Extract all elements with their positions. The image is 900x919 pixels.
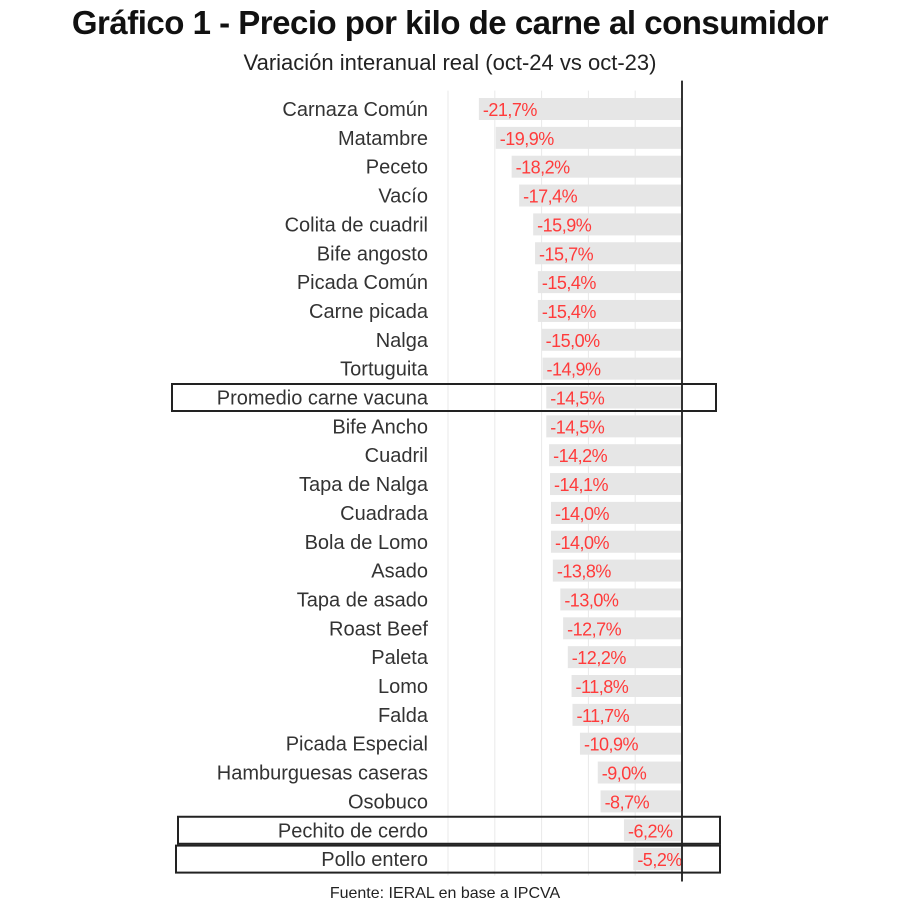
value-label: -14,5% xyxy=(550,417,605,437)
category-label: Osobuco xyxy=(348,791,428,813)
bar xyxy=(571,675,682,697)
category-label: Picada Común xyxy=(297,272,428,294)
bar xyxy=(567,646,682,669)
bar xyxy=(542,357,682,380)
value-label: -15,9% xyxy=(537,215,592,235)
value-label: -6,2% xyxy=(628,821,673,841)
category-label: Promedio carne vacuna xyxy=(217,388,429,410)
bar xyxy=(579,732,682,755)
bar xyxy=(552,559,682,582)
value-label: -19,9% xyxy=(500,129,555,149)
bar xyxy=(563,617,682,640)
category-label: Cuadril xyxy=(365,445,428,467)
value-label: -8,7% xyxy=(605,792,650,812)
value-label: -10,9% xyxy=(584,735,639,755)
category-label: Peceto xyxy=(366,157,428,179)
bar xyxy=(597,761,682,784)
category-label: Tapa de asado xyxy=(297,589,428,611)
chart-subtitle: Variación interanual real (oct-24 vs oct… xyxy=(243,50,657,75)
source-note: Fuente: IERAL en base a IPCVA xyxy=(329,885,561,902)
value-label: -5,2% xyxy=(637,850,682,870)
value-label: -15,4% xyxy=(542,273,597,293)
bar xyxy=(633,848,682,871)
category-label: Carne picada xyxy=(309,301,429,323)
value-label: -12,2% xyxy=(572,648,627,668)
bar xyxy=(537,271,682,294)
bar xyxy=(600,790,682,813)
category-label: Bife angosto xyxy=(317,243,428,265)
bar xyxy=(549,444,682,467)
bar xyxy=(550,530,682,553)
value-label: -17,4% xyxy=(523,187,578,207)
value-label: -11,7% xyxy=(576,706,629,726)
category-label: Falda xyxy=(378,705,429,727)
category-label: Tortuguita xyxy=(340,359,429,381)
value-label: -14,9% xyxy=(547,360,602,380)
category-label: Hamburguesas caseras xyxy=(217,763,428,785)
bar xyxy=(560,588,682,611)
bar xyxy=(546,386,682,409)
category-label: Vacío xyxy=(378,186,428,208)
highlight-box xyxy=(171,383,717,412)
category-label: Paleta xyxy=(371,647,429,669)
value-label: -14,2% xyxy=(553,446,608,466)
category-label: Pollo entero xyxy=(321,849,428,871)
bar xyxy=(535,242,682,265)
category-label: Cuadrada xyxy=(340,503,429,525)
bar xyxy=(478,98,682,120)
category-label: Tapa de Nalga xyxy=(299,474,429,496)
bar xyxy=(533,213,682,236)
highlight-box xyxy=(177,815,721,845)
bar xyxy=(623,819,682,842)
bar xyxy=(511,155,682,178)
value-label: -12,7% xyxy=(567,619,622,639)
value-label: -21,7% xyxy=(483,100,538,120)
bar xyxy=(550,501,682,524)
value-label: -14,1% xyxy=(554,475,609,495)
category-label: Pechito de cerdo xyxy=(278,820,428,842)
category-label: Asado xyxy=(371,561,428,583)
category-label: Lomo xyxy=(378,676,428,698)
value-label: -15,4% xyxy=(542,302,597,322)
chart-title: Gráfico 1 - Precio por kilo de carne al … xyxy=(71,4,829,41)
value-label: -14,0% xyxy=(555,504,610,524)
value-label: -13,8% xyxy=(557,562,612,582)
category-label: Carnaza Común xyxy=(282,99,428,121)
category-label: Matambre xyxy=(338,128,428,150)
bar xyxy=(546,415,682,438)
category-label: Roast Beef xyxy=(329,618,428,640)
bar xyxy=(541,328,682,351)
bar xyxy=(495,126,682,149)
bar xyxy=(519,184,682,207)
category-label: Nalga xyxy=(376,330,429,352)
category-label: Bola de Lomo xyxy=(305,532,428,554)
value-label: -15,0% xyxy=(546,331,601,351)
value-label: -14,5% xyxy=(550,389,605,409)
highlight-box xyxy=(175,844,721,874)
value-label: -15,7% xyxy=(539,244,594,264)
bar xyxy=(550,473,682,496)
category-label: Bife Ancho xyxy=(332,416,428,438)
value-label: -18,2% xyxy=(516,158,571,178)
bar xyxy=(572,703,682,726)
category-label: Picada Especial xyxy=(286,734,428,756)
value-label: -14,0% xyxy=(555,533,610,553)
category-label: Colita de cuadril xyxy=(285,214,428,236)
value-label: -11,8% xyxy=(576,677,629,697)
value-label: -13,0% xyxy=(564,590,619,610)
bar xyxy=(537,299,682,322)
value-label: -9,0% xyxy=(602,764,647,784)
